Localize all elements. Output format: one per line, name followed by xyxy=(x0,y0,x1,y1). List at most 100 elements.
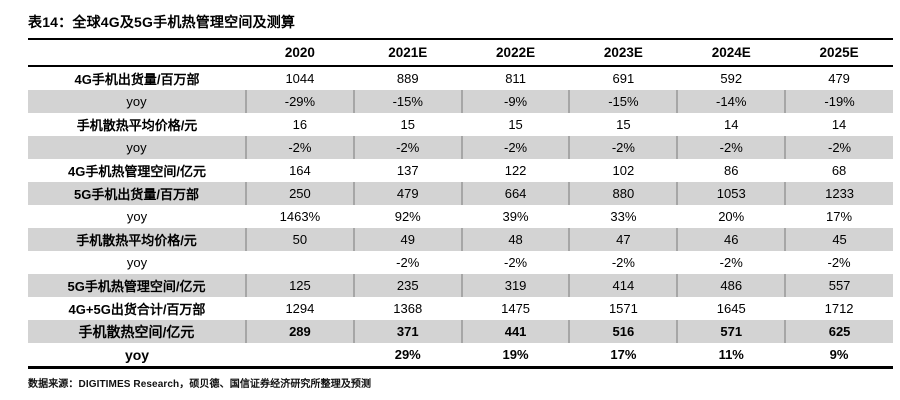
cell-value: 557 xyxy=(784,274,893,297)
cell-value: 414 xyxy=(568,274,678,297)
cell-value: 16 xyxy=(292,117,308,132)
cell-value: -2% xyxy=(352,136,462,159)
row-label: 4G+5G出货合计/百万部 xyxy=(68,302,206,317)
row-label: yoy xyxy=(124,346,150,363)
cell-value: 319 xyxy=(460,274,570,297)
table-title: 表14：全球4G及5G手机热管理空间及测算 xyxy=(28,14,296,30)
row-label-column-header xyxy=(28,39,246,67)
row-label: 5G手机出货量/百万部 xyxy=(74,187,199,202)
table-row: yoy -29% -15% -9% -15% -14% -19% xyxy=(28,90,893,113)
cell-value: 45 xyxy=(784,228,893,251)
cell-value: 371 xyxy=(352,320,462,343)
cell-value: -2% xyxy=(396,255,420,270)
table-header: 2020 2021E 2022E 2023E 2024E 2025E xyxy=(28,39,893,67)
cell-value: -9% xyxy=(460,90,570,113)
cell-value: 15 xyxy=(508,117,523,132)
year-column-header: 2021E xyxy=(353,39,462,67)
cell-value: -15% xyxy=(352,90,462,113)
cell-value: 20% xyxy=(718,209,745,224)
row-label: yoy xyxy=(126,209,148,224)
cell-value: 102 xyxy=(612,163,635,178)
table-row: 4G+5G出货合计/百万部 1294 1368 1475 1571 1645 1712 xyxy=(28,297,893,320)
cell-value: 50 xyxy=(245,228,354,251)
cell-value: 33% xyxy=(610,209,637,224)
cell-value: -19% xyxy=(784,90,893,113)
cell-value: 92% xyxy=(394,209,421,224)
cell-value: 1233 xyxy=(784,182,893,205)
row-label: yoy xyxy=(126,140,147,155)
table-row: 手机散热平均价格/元 16 15 15 15 14 14 xyxy=(28,113,893,136)
cell-value: 1294 xyxy=(285,301,315,316)
table-body: 4G手机出货量/百万部 1044 889 811 691 592 479 yoy -29% -15… xyxy=(28,66,893,368)
cell-value: 11% xyxy=(718,347,744,362)
year-column-header: 2025E xyxy=(785,39,893,67)
cell-value: 14 xyxy=(831,117,847,132)
row-label: 手机散热平均价格/元 xyxy=(76,118,198,133)
cell-value: 664 xyxy=(460,182,570,205)
cell-value: -15% xyxy=(568,90,678,113)
cell-value: 889 xyxy=(396,71,419,86)
cell-value: 250 xyxy=(245,182,354,205)
cell-value: -2% xyxy=(827,255,851,270)
cell-value: 86 xyxy=(723,163,739,178)
cell-value: 49 xyxy=(352,228,462,251)
table-row: yoy -2% -2% -2% -2% -2% -2% xyxy=(28,136,893,159)
row-label: 手机散热空间/亿元 xyxy=(78,323,195,340)
cell-value: -2% xyxy=(568,136,678,159)
cell-value: 289 xyxy=(245,320,354,343)
cell-value: 29% xyxy=(394,347,421,362)
cell-value: 1463% xyxy=(279,209,321,224)
cell-value: 1645 xyxy=(716,301,746,316)
cell-value: 46 xyxy=(676,228,786,251)
cell-value: 1044 xyxy=(285,71,315,86)
cell-value: 625 xyxy=(784,320,893,343)
cell-value: 137 xyxy=(396,163,419,178)
cell-value xyxy=(246,251,354,274)
cell-value: 1053 xyxy=(676,182,786,205)
cell-value: 122 xyxy=(504,163,527,178)
cell-value: 17% xyxy=(610,347,637,362)
cell-value: 47 xyxy=(568,228,678,251)
row-label: yoy xyxy=(126,94,147,109)
cell-value: 14 xyxy=(723,117,739,132)
cell-value xyxy=(246,343,354,368)
cell-value: 125 xyxy=(245,274,354,297)
cell-value: 235 xyxy=(352,274,462,297)
cell-value: 571 xyxy=(676,320,786,343)
cell-value: -2% xyxy=(245,136,354,159)
cell-value: -2% xyxy=(676,136,786,159)
table-row: 4G手机出货量/百万部 1044 889 811 691 592 479 xyxy=(28,66,893,90)
cell-value: 1475 xyxy=(501,301,531,316)
year-column-header: 2023E xyxy=(569,39,678,67)
cell-value: 1571 xyxy=(608,301,638,316)
table-row: 4G手机热管理空间/亿元 164 137 122 102 86 68 xyxy=(28,159,893,182)
cell-value: 880 xyxy=(568,182,678,205)
year-column-header: 2020 xyxy=(246,39,354,67)
data-table: 2020 2021E 2022E 2023E 2024E 2025E 4G手机出货量/百万… xyxy=(28,38,893,369)
table-row: 5G手机出货量/百万部 250 479 664 880 1053 1233 xyxy=(28,182,893,205)
cell-value: 19% xyxy=(502,347,529,362)
year-column-header: 2022E xyxy=(461,39,570,67)
row-label: 手机散热平均价格/元 xyxy=(76,233,197,248)
cell-value: -29% xyxy=(245,90,354,113)
cell-value: 1368 xyxy=(393,301,423,316)
cell-value: 48 xyxy=(460,228,570,251)
table-row: yoy -2% -2% -2% -2% -2% xyxy=(28,251,893,274)
table-row: 手机散热空间/亿元 289 371 441 516 571 625 xyxy=(28,320,893,343)
table-row: 手机散热平均价格/元 50 49 48 47 46 45 xyxy=(28,228,893,251)
table-row: yoy 1463% 92% 39% 33% 20% 17% xyxy=(28,205,893,228)
year-column-header: 2024E xyxy=(677,39,786,67)
cell-value: 164 xyxy=(289,163,311,178)
cell-value: 479 xyxy=(828,71,850,86)
row-label: 4G手机出货量/百万部 xyxy=(74,72,200,87)
cell-value: -2% xyxy=(504,255,528,270)
cell-value: 68 xyxy=(831,163,847,178)
cell-value: -2% xyxy=(784,136,893,159)
cell-value: -2% xyxy=(460,136,570,159)
data-source-note: 数据来源：DIGITIMES Research，硕贝德、国信证券经济研究所整理及… xyxy=(28,379,372,390)
cell-value: 441 xyxy=(460,320,570,343)
cell-value: 486 xyxy=(676,274,786,297)
header-row: 2020 2021E 2022E 2023E 2024E 2025E xyxy=(28,39,893,67)
cell-value: 17% xyxy=(826,209,853,224)
